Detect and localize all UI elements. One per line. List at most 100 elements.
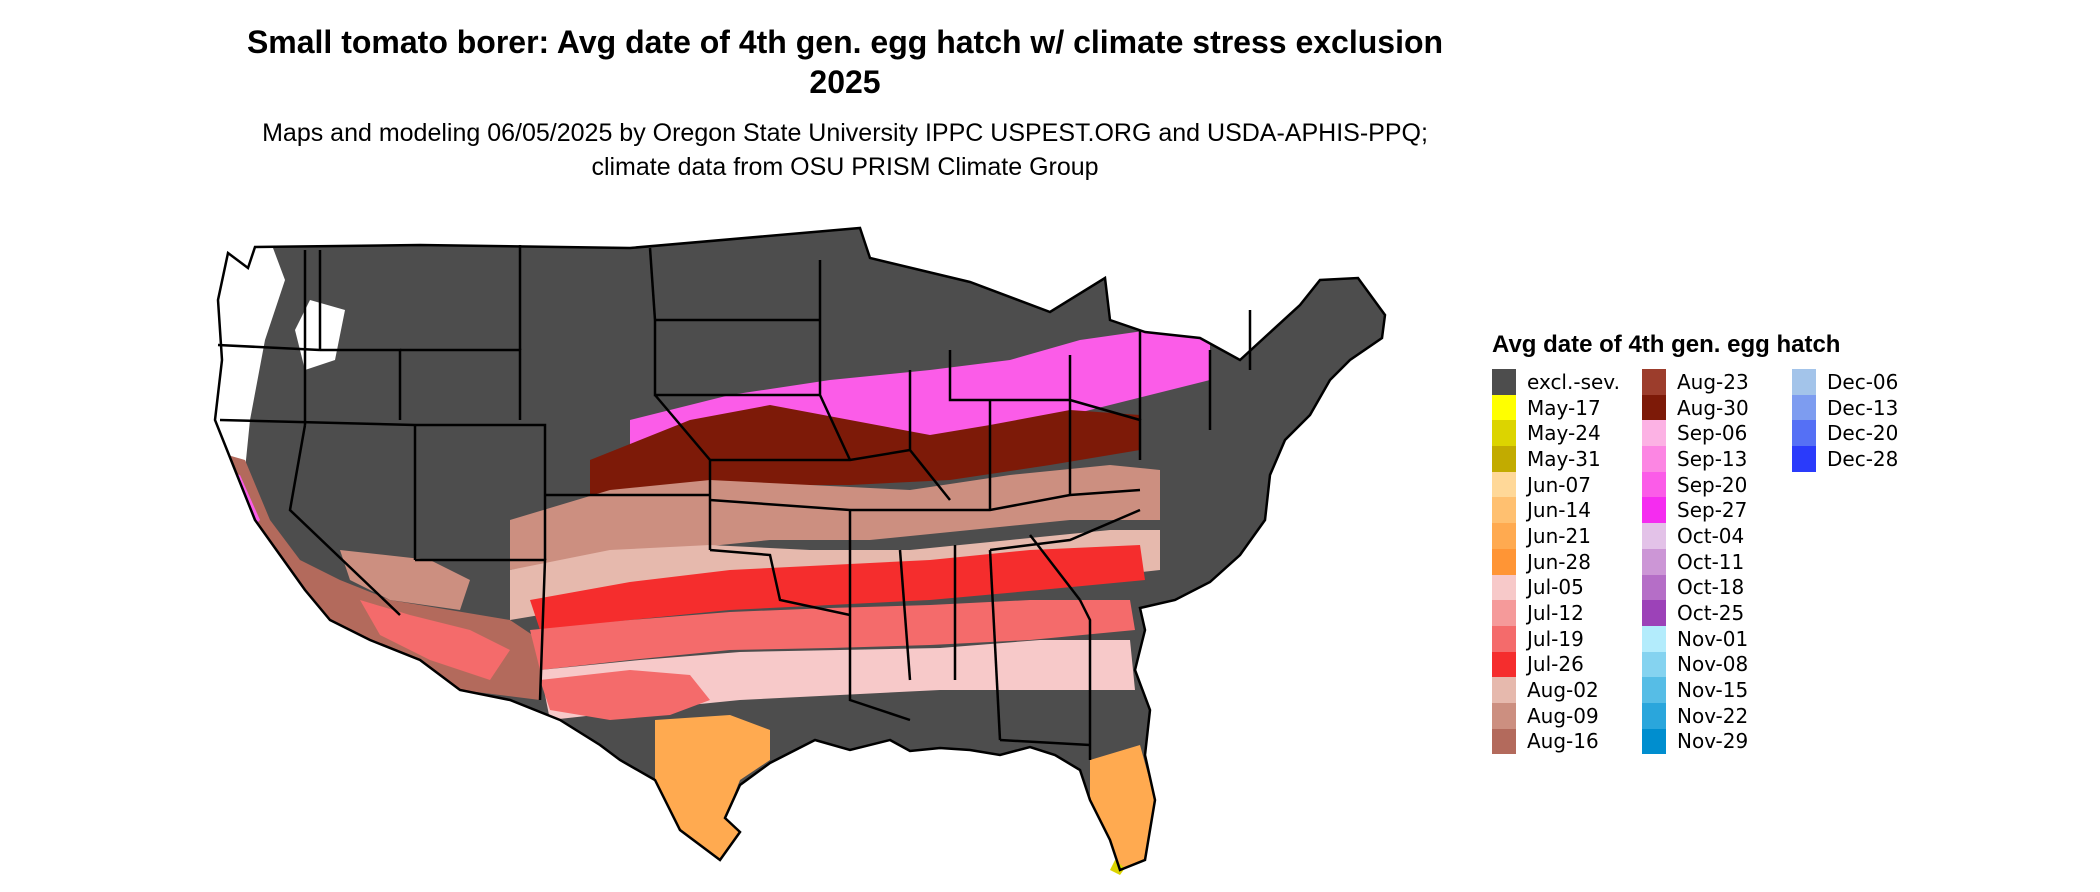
us-map: [210, 220, 1470, 892]
band-tx-red: [540, 670, 710, 720]
legend-item: Nov-15: [1642, 677, 1792, 703]
legend-label: Nov-29: [1677, 729, 1749, 754]
legend-columns: excl.-sev. May-17 May-24 May-31 Jun-07 Jun-14…: [1492, 369, 1952, 755]
legend-label: Nov-22: [1677, 703, 1749, 728]
legend-label: Sep-20: [1677, 472, 1748, 497]
legend-item: Jun-21: [1492, 523, 1642, 549]
legend-swatch: [1492, 600, 1516, 626]
legend-swatch: [1642, 625, 1666, 652]
legend-item: May-31: [1492, 446, 1642, 472]
legend-swatch: [1642, 523, 1666, 549]
legend-item: excl.-sev.: [1492, 369, 1642, 395]
legend-label: Jul-19: [1527, 626, 1584, 651]
legend-swatch: [1642, 446, 1666, 472]
legend-item: Nov-29: [1642, 728, 1792, 755]
band-lt-brown: [510, 465, 1160, 570]
legend-swatch: [1792, 446, 1816, 472]
legend-item: Oct-18: [1642, 574, 1792, 601]
band-gulf-orange: [655, 715, 770, 860]
legend-column: Aug-23 Aug-30 Sep-06 Sep-13 Sep-20 Sep-27 Oct-…: [1642, 369, 1792, 755]
legend-label: Dec-28: [1827, 446, 1899, 471]
legend-item: Sep-13: [1642, 446, 1792, 472]
legend-title: Avg date of 4th gen. egg hatch: [1492, 331, 1841, 358]
legend-item: Dec-13: [1792, 394, 1942, 421]
legend-label: Sep-06: [1677, 421, 1748, 446]
legend-item: Jun-28: [1492, 548, 1642, 575]
legend-item: May-17: [1492, 394, 1642, 421]
legend-swatch: [1492, 677, 1516, 703]
legend-swatch: [1642, 369, 1666, 395]
legend-item: Aug-02: [1492, 677, 1642, 703]
legend-swatch: [1642, 420, 1666, 447]
legend-label: Jun-07: [1527, 472, 1591, 497]
legend-swatch: [1642, 651, 1666, 678]
legend-label: Sep-27: [1677, 498, 1748, 523]
legend-item: Oct-25: [1642, 600, 1792, 626]
legend-label: Dec-06: [1827, 369, 1899, 394]
legend-item: Jul-12: [1492, 600, 1642, 626]
legend-item: Jun-14: [1492, 497, 1642, 524]
zone-az-brown: [340, 550, 470, 610]
legend-item: Dec-06: [1792, 369, 1942, 395]
legend-label: Jun-21: [1527, 523, 1591, 548]
legend-label: May-17: [1527, 395, 1601, 420]
legend-item: Nov-08: [1642, 651, 1792, 678]
legend-column: excl.-sev. May-17 May-24 May-31 Jun-07 Jun-14…: [1492, 369, 1642, 755]
legend-swatch: [1492, 420, 1516, 447]
legend-swatch: [1492, 523, 1516, 549]
legend-swatch: [1492, 625, 1516, 652]
title-block: Small tomato borer: Avg date of 4th gen.…: [240, 22, 1450, 184]
legend-label: Jul-26: [1527, 652, 1584, 677]
legend-item: Oct-11: [1642, 548, 1792, 575]
legend-item: Jul-05: [1492, 574, 1642, 601]
legend-label: May-31: [1527, 446, 1601, 471]
map-title: Small tomato borer: Avg date of 4th gen.…: [246, 24, 1444, 100]
band-jul19: [530, 600, 1135, 670]
legend-swatch: [1492, 651, 1516, 678]
legend-label: Nov-01: [1677, 626, 1749, 651]
legend-item: Jul-19: [1492, 625, 1642, 652]
legend-swatch: [1492, 497, 1516, 524]
legend-swatch: [1642, 728, 1666, 755]
legend-label: Oct-25: [1677, 601, 1745, 626]
legend-label: Aug-23: [1677, 369, 1749, 394]
legend-label: Nov-08: [1677, 652, 1749, 677]
legend-label: Dec-20: [1827, 421, 1899, 446]
legend-label: excl.-sev.: [1527, 369, 1620, 394]
legend-label: Jul-05: [1527, 575, 1584, 600]
legend-item: Aug-23: [1642, 369, 1792, 395]
legend-label: Oct-18: [1677, 575, 1745, 600]
legend-swatch: [1642, 394, 1666, 421]
zone-fl-tip: [1110, 860, 1125, 875]
legend-item: Aug-16: [1492, 728, 1642, 755]
legend-swatch: [1642, 702, 1666, 729]
legend-item: Dec-28: [1792, 446, 1942, 472]
map-legend: Avg date of 4th gen. egg hatch excl.-sev…: [1492, 330, 1952, 755]
legend-item: Oct-04: [1642, 523, 1792, 549]
legend-item: Aug-30: [1642, 394, 1792, 421]
legend-item: Jun-07: [1492, 471, 1642, 498]
legend-swatch: [1642, 471, 1666, 498]
band-fl-orange: [1090, 745, 1155, 870]
legend-swatch: [1492, 702, 1516, 729]
legend-label: Aug-16: [1527, 729, 1599, 754]
band-brown-aug30: [590, 405, 1140, 520]
legend-swatch: [1492, 728, 1516, 755]
legend-item: May-24: [1492, 420, 1642, 447]
legend-label: Aug-30: [1677, 395, 1749, 420]
legend-swatch: [1492, 574, 1516, 601]
legend-item: Sep-20: [1642, 471, 1792, 498]
map-subtitle: Maps and modeling 06/05/2025 by Oregon S…: [262, 119, 1428, 181]
legend-column: Dec-06 Dec-13 Dec-20 Dec-28: [1792, 369, 1942, 754]
legend-item: Dec-20: [1792, 420, 1942, 447]
legend-label: Nov-15: [1677, 678, 1749, 703]
legend-item: Nov-22: [1642, 702, 1792, 729]
legend-swatch: [1642, 677, 1666, 703]
legend-swatch: [1792, 394, 1816, 421]
legend-swatch: [1792, 420, 1816, 447]
legend-swatch: [1492, 369, 1516, 395]
legend-swatch: [1642, 548, 1666, 575]
legend-label: Oct-04: [1677, 523, 1745, 548]
legend-label: Jul-12: [1527, 601, 1584, 626]
legend-label: Sep-13: [1677, 446, 1748, 471]
